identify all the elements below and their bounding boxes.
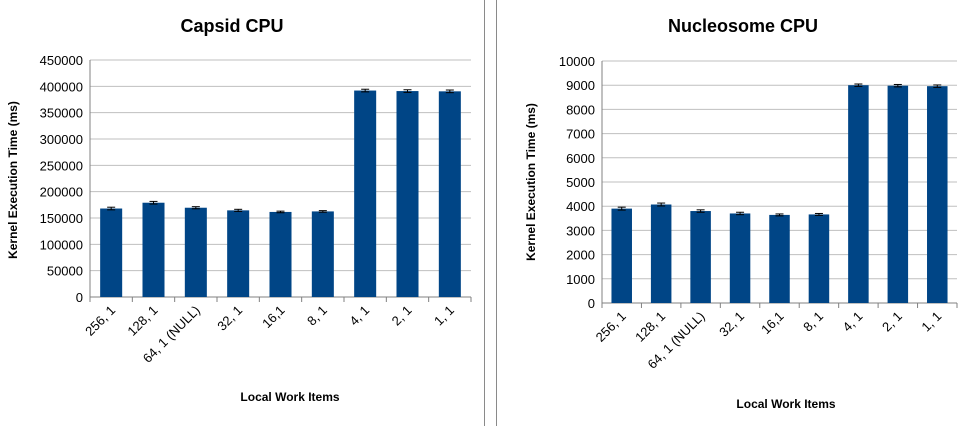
x-tick-label: 4, 1	[346, 303, 372, 329]
x-tick-label: 8, 1	[800, 309, 826, 335]
bar	[354, 90, 377, 298]
bar	[887, 85, 909, 304]
x-tick-label: 32, 1	[716, 309, 747, 340]
bar	[396, 91, 419, 297]
panel-divider	[496, 0, 497, 426]
x-tick-label: 16,1	[259, 303, 288, 332]
y-tick-label: 0	[588, 296, 595, 311]
chart-title: Capsid CPU	[180, 16, 283, 36]
x-tick-label: 2, 1	[389, 303, 415, 329]
x-tick-label: 256, 1	[82, 303, 118, 339]
y-tick-label: 7000	[566, 127, 595, 142]
bar	[611, 208, 632, 303]
y-tick-label: 50000	[47, 264, 83, 279]
y-tick-label: 200000	[40, 185, 83, 200]
bar	[269, 211, 292, 297]
x-tick-label: 2, 1	[879, 309, 905, 335]
x-axis-title: Local Work Items	[736, 397, 835, 411]
bar	[848, 85, 869, 303]
y-tick-label: 0	[76, 290, 83, 305]
x-tick-label: 32, 1	[214, 303, 245, 334]
y-tick-label: 5000	[566, 175, 595, 190]
bar	[808, 214, 830, 303]
x-tick-label: 1, 1	[431, 303, 457, 329]
y-tick-label: 300000	[40, 132, 83, 147]
y-tick-label: 9000	[566, 78, 595, 93]
x-tick-label: 16,1	[758, 309, 787, 338]
bar	[184, 207, 207, 297]
x-axis-title: Local Work Items	[240, 390, 339, 404]
y-tick-label: 8000	[566, 102, 595, 117]
bar	[227, 210, 250, 297]
y-tick-label: 350000	[40, 106, 83, 121]
y-axis-title: Kernel Execution Time (ms)	[524, 103, 538, 261]
bar	[927, 86, 948, 303]
bar	[690, 211, 711, 303]
y-tick-label: 150000	[40, 211, 83, 226]
x-tick-label: 8, 1	[304, 303, 330, 329]
x-tick-label: 1, 1	[918, 309, 944, 335]
y-tick-label: 450000	[40, 53, 83, 68]
nucleosome-chart-panel: Nucleosome CPU Local Work Items Kernel E…	[497, 0, 968, 426]
y-tick-label: 10000	[559, 54, 595, 69]
x-tick-label: 128, 1	[124, 303, 160, 339]
bar	[311, 211, 334, 297]
y-tick-label: 3000	[566, 223, 595, 238]
bar	[438, 91, 461, 297]
y-tick-label: 250000	[40, 158, 83, 173]
capsid-chart: Capsid CPU Local Work Items Kernel Execu…	[6, 16, 472, 404]
bar	[650, 204, 672, 303]
y-tick-label: 400000	[40, 79, 83, 94]
bar	[142, 202, 165, 297]
capsid-chart-panel: Capsid CPU Local Work Items Kernel Execu…	[6, 16, 472, 404]
y-tick-label: 4000	[566, 199, 595, 214]
bar	[100, 208, 123, 297]
y-axis-title: Kernel Execution Time (ms)	[6, 101, 20, 259]
x-tick-label: 256, 1	[593, 309, 629, 345]
bar	[729, 213, 751, 303]
y-tick-label: 6000	[566, 151, 595, 166]
x-tick-label: 4, 1	[840, 309, 866, 335]
bar	[769, 214, 790, 303]
y-tick-label: 100000	[40, 237, 83, 252]
y-tick-label: 2000	[566, 248, 595, 263]
panel-divider	[484, 0, 485, 426]
x-tick-label: 128, 1	[632, 309, 668, 345]
y-tick-label: 1000	[566, 272, 595, 287]
chart-title: Nucleosome CPU	[668, 16, 818, 36]
nucleosome-chart: Nucleosome CPU Local Work Items Kernel E…	[524, 16, 958, 411]
